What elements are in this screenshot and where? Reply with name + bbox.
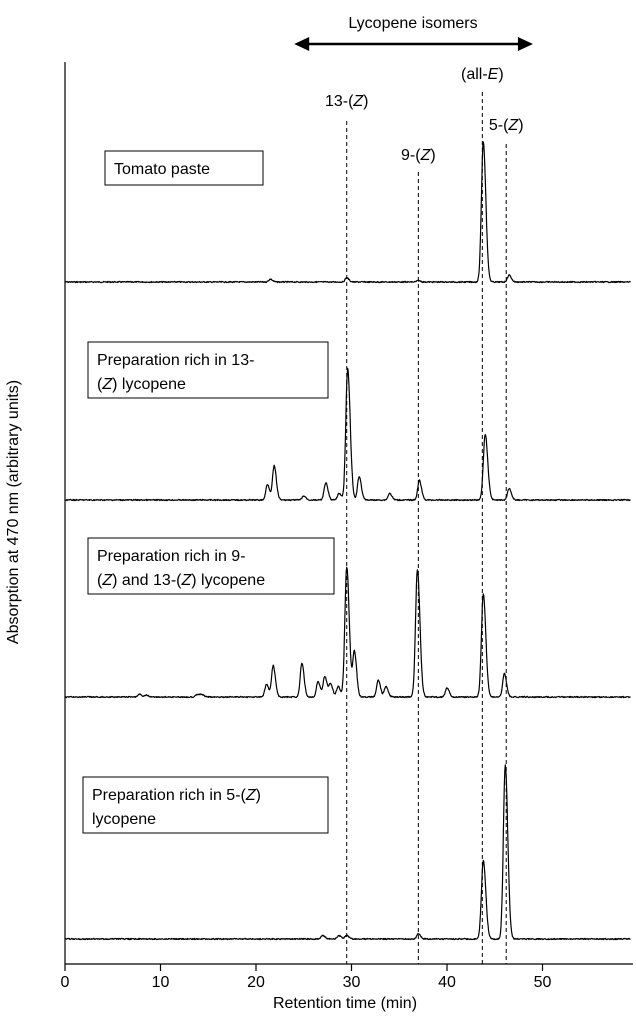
isomer-range-arrow — [294, 37, 533, 51]
trace-labels: Tomato paste Preparation rich in 13- (Z) l… — [83, 151, 334, 833]
trace-label-text: Preparation rich in 9- — [97, 548, 246, 565]
y-axis-label: Absorption at 470 nm (arbitrary units) — [5, 380, 22, 644]
x-tick-label: 0 — [61, 974, 70, 991]
isomer-marker-label: 5-(Z) — [489, 117, 524, 134]
range-arrow-left-head — [294, 37, 309, 51]
x-tick-label: 30 — [343, 974, 361, 991]
trace-label-text: (Z) lycopene — [97, 376, 186, 393]
x-axis-label: Retention time (min) — [273, 995, 417, 1012]
x-tick-label: 10 — [152, 974, 170, 991]
trace-label-text: Preparation rich in 5-(Z) — [92, 787, 261, 804]
trace-label-text: Tomato paste — [114, 161, 210, 178]
isomer-marker-label: 13-(Z) — [325, 93, 369, 110]
x-tick-label: 20 — [247, 974, 265, 991]
x-axis-ticks: 0 10 20 30 40 50 — [61, 964, 552, 991]
range-arrow-right-head — [518, 37, 533, 51]
x-tick-label: 50 — [534, 974, 552, 991]
x-tick-label: 40 — [438, 974, 456, 991]
isomer-marker-label: 9-(Z) — [401, 147, 436, 164]
trace-label-text: Preparation rich in 13- — [97, 352, 254, 369]
isomer-range-label: Lycopene isomers — [348, 15, 477, 32]
isomer-marker-label: (all-E) — [461, 66, 504, 83]
trace-label-text: lycopene — [92, 811, 156, 828]
isomer-markers: 13-(Z) 9-(Z) (all-E) 5-(Z) — [325, 66, 524, 964]
trace-label-text: (Z) and 13-(Z) lycopene — [97, 572, 265, 589]
